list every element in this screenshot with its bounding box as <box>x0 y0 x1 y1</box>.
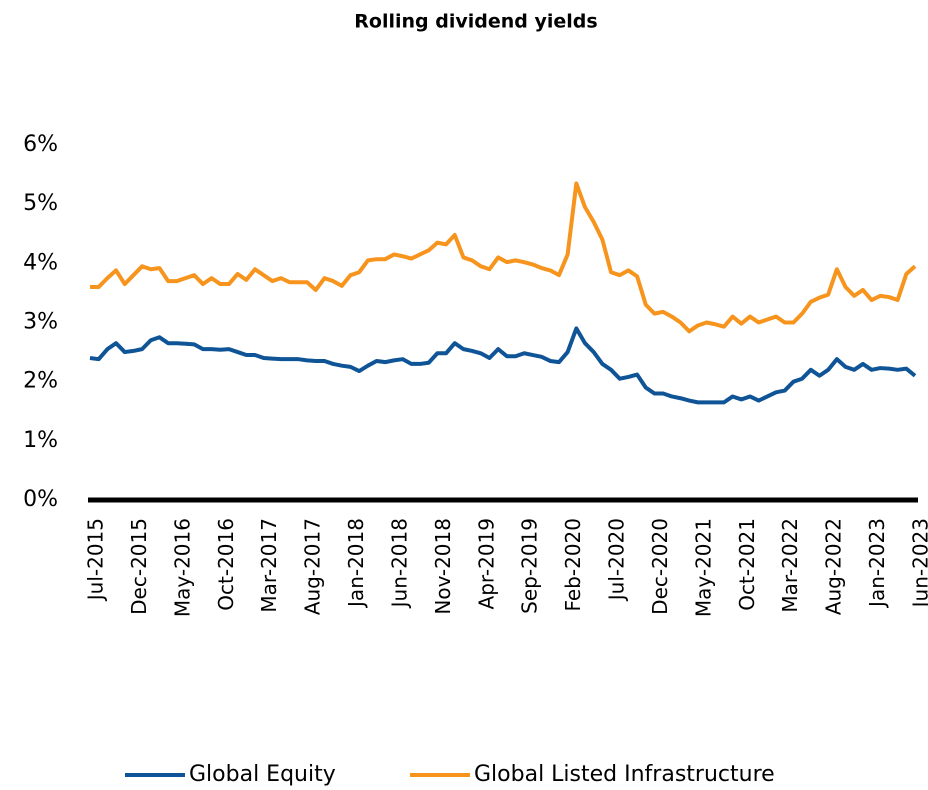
x-tick-label: Mar-2022 <box>778 518 802 613</box>
x-tick-label: Dec-2015 <box>127 518 151 615</box>
x-tick-label: Aug-2017 <box>301 518 325 615</box>
x-tick-label: Feb-2020 <box>561 518 585 612</box>
series-line <box>90 181 917 334</box>
x-tick-label: Nov-2018 <box>431 518 455 615</box>
x-tick-label: Jan-2023 <box>865 518 889 609</box>
legend-label: Global Listed Infrastructure <box>474 762 775 787</box>
y-tick-label: 0% <box>23 487 58 512</box>
x-tick-label: May-2016 <box>170 518 194 617</box>
x-tick-label: Oct-2016 <box>214 518 238 611</box>
y-tick-label: 3% <box>23 310 58 335</box>
x-tick-label: May-2021 <box>691 518 715 617</box>
y-tick-label: 4% <box>23 250 58 275</box>
x-tick-label: Jul-2015 <box>84 518 108 602</box>
x-tick-label: Jan-2018 <box>344 518 368 609</box>
chart-title: Rolling dividend yields <box>354 11 597 33</box>
y-tick-label: 6% <box>23 132 58 157</box>
x-tick-label: Jun-2023 <box>909 518 928 609</box>
x-tick-label: Jul-2020 <box>605 518 629 602</box>
x-tick-label: Jun-2018 <box>387 518 411 609</box>
x-tick-label: Dec-2020 <box>648 518 672 615</box>
y-tick-label: 1% <box>23 428 58 453</box>
x-tick-label: Sep-2019 <box>518 518 542 614</box>
y-tick-label: 2% <box>23 369 58 394</box>
x-tick-label: Aug-2022 <box>822 518 846 615</box>
series-line <box>89 326 917 405</box>
y-tick-label: 5% <box>23 191 58 216</box>
x-tick-label: Apr-2019 <box>474 518 498 609</box>
x-tick-label: Mar-2017 <box>257 518 281 613</box>
x-tick-label: Oct-2021 <box>735 518 759 611</box>
legend-label: Global Equity <box>189 762 336 787</box>
